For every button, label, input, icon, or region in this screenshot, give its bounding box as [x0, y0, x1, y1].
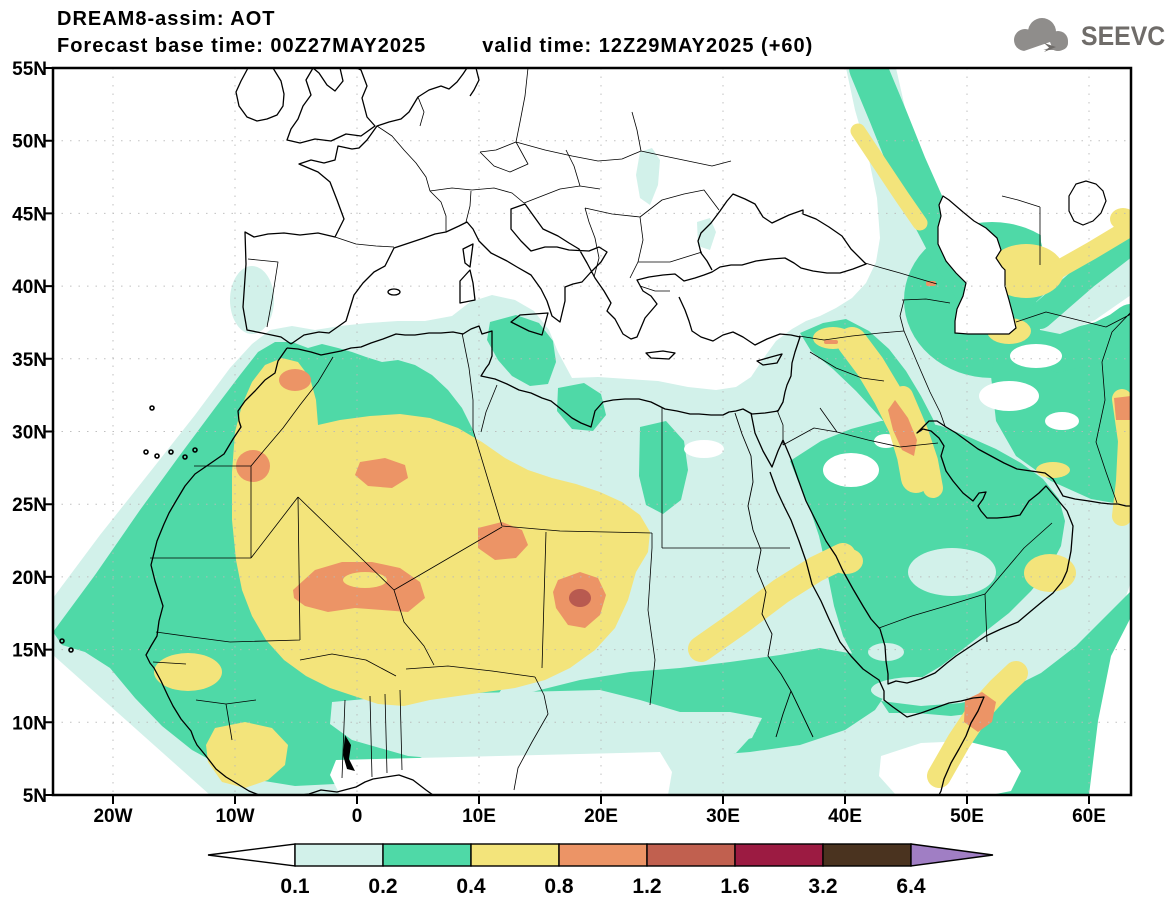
legend-above-max-arrow [910, 843, 994, 867]
legend-cell [470, 843, 560, 867]
lon-axis: 20W 10W 0 10E 20E 30E 40E 50E 60E [93, 806, 1105, 827]
lat-tick-label: 5N [23, 786, 47, 807]
legend-tick-label: 3.2 [808, 875, 837, 898]
forecast-base-time: Forecast base time: 00Z27MAY2025 [57, 35, 427, 57]
legend-tick-label: 6.4 [896, 875, 926, 898]
lon-tick-label: 50E [950, 806, 984, 827]
legend-cell [294, 843, 384, 867]
legend-tick-label: 0.2 [368, 875, 397, 898]
lat-tick-label: 45N [12, 204, 47, 225]
lon-tick-label: 10W [215, 806, 254, 827]
chart-subtitle: Forecast base time: 00Z27MAY2025 valid t… [57, 33, 813, 60]
lat-tick-label: 30N [12, 423, 47, 444]
lat-tick-label: 15N [12, 641, 47, 662]
borders-layer [150, 68, 1131, 791]
lat-tick-label: 40N [12, 277, 47, 298]
coastline-layer [59, 68, 1131, 795]
valid-time: valid time: 12Z29MAY2025 (+60) [482, 35, 814, 57]
legend-tick-label: 0.8 [544, 875, 574, 898]
cloud-icon [1014, 18, 1068, 56]
legend-labels: 0.1 0.2 0.4 0.8 1.2 1.6 3.2 6.4 [280, 875, 926, 898]
lat-tick-label: 10N [12, 713, 47, 734]
lon-tick-label: 0 [352, 806, 363, 827]
lon-tick-label: 20W [93, 806, 132, 827]
seevccc-logo: SEEVCCC [1004, 13, 1165, 59]
legend-tick-label: 0.1 [280, 875, 310, 898]
legend-cell [822, 843, 912, 867]
lat-axis: 55N 50N 45N 40N 35N 30N 25N 20N 15N 10N … [12, 59, 47, 807]
legend-below-min-arrow [207, 843, 296, 867]
lat-tick-label: 35N [12, 350, 47, 371]
lat-tick-label: 50N [12, 132, 47, 153]
lon-tick-label: 30E [706, 806, 740, 827]
lat-tick-label: 55N [12, 59, 47, 80]
lon-tick-label: 40E [828, 806, 862, 827]
legend-cell [734, 843, 824, 867]
logo-text: SEEVCCC [1081, 20, 1165, 51]
legend-cell [646, 843, 736, 867]
legend-tick-label: 0.4 [456, 875, 486, 898]
color-bar-legend [207, 843, 994, 867]
lat-tick-label: 20N [12, 568, 47, 589]
legend-cell [382, 843, 472, 867]
lat-tick-label: 25N [12, 495, 47, 516]
plot-frame [44, 66, 1133, 804]
lon-tick-label: 10E [462, 806, 496, 827]
legend-cell [558, 843, 648, 867]
lon-tick-label: 60E [1072, 806, 1106, 827]
chart-header: DREAM8-assim: AOT Forecast base time: 00… [57, 6, 813, 60]
aot-shading-layer [53, 68, 1131, 795]
lon-tick-label: 20E [584, 806, 618, 827]
legend-tick-label: 1.6 [720, 875, 749, 898]
chart-title: DREAM8-assim: AOT [57, 8, 276, 30]
legend-tick-label: 1.2 [632, 875, 661, 898]
